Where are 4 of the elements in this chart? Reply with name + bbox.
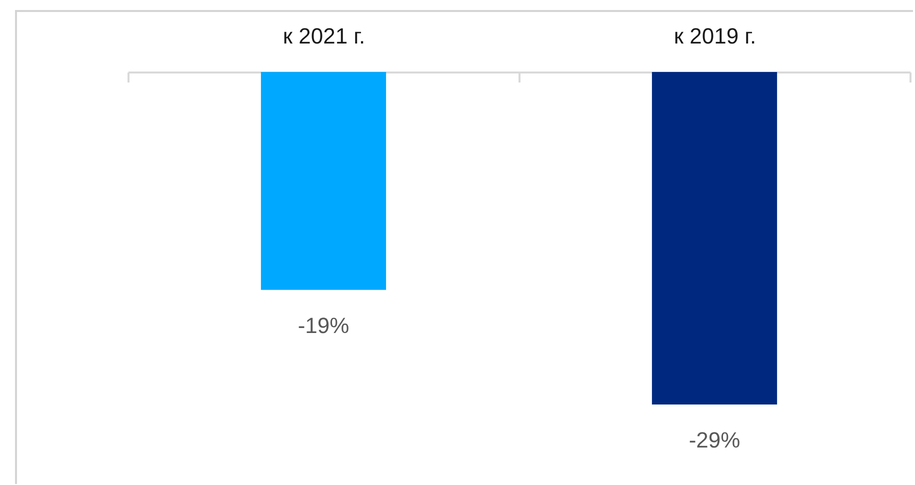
x-tick-label: к 2019 г.	[674, 24, 756, 48]
data-label: -19%	[298, 312, 350, 338]
x-tick-label: к 2021 г.	[282, 24, 366, 48]
data-label: -29%	[688, 428, 740, 453]
